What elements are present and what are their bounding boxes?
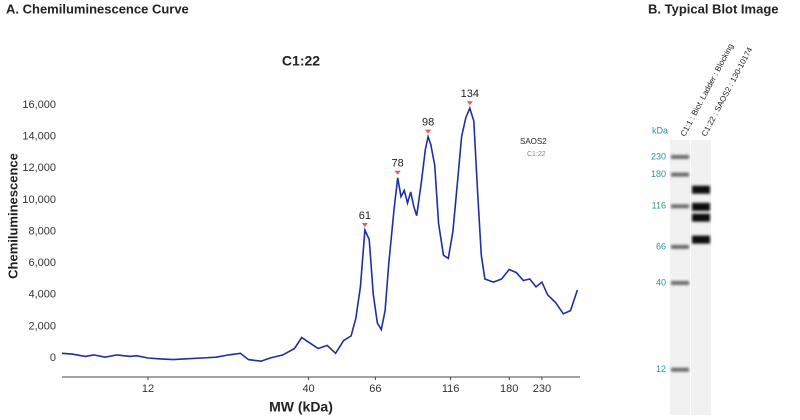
x-axis-label: MW (kDa) (269, 399, 333, 415)
y-tick-label: 6,000 (28, 257, 56, 269)
x-tick-label: 116 (442, 383, 460, 395)
y-tick-label: 4,000 (28, 289, 56, 301)
chart-title: C1:22 (282, 53, 320, 69)
y-tick-label: 12,000 (22, 162, 56, 174)
panel-heading: A. Chemiluminescence Curve (6, 1, 189, 16)
y-tick-label: 116 (652, 201, 666, 211)
y-tick-label: 40 (656, 277, 666, 287)
peak-marker (466, 101, 473, 106)
peak-label: 61 (359, 210, 371, 222)
y-tick-label: 12 (656, 364, 666, 374)
band (671, 367, 689, 372)
legend-note: C1:22 (527, 151, 546, 158)
peak-label: 78 (392, 158, 404, 170)
y-tick-label: 14,000 (22, 131, 56, 143)
y-tick-label: 230 (651, 151, 666, 161)
lane (670, 140, 690, 415)
band (671, 280, 689, 285)
y-tick-label: 180 (651, 169, 666, 179)
peak-marker (361, 222, 368, 227)
x-tick-label: 40 (302, 383, 314, 395)
y-tick-label: 10,000 (22, 194, 56, 206)
x-tick-label: 12 (142, 383, 154, 395)
y-axis-label: Chemiluminescence (5, 153, 20, 279)
peak-label: 134 (461, 88, 479, 100)
band (671, 244, 689, 249)
peak-label: 98 (422, 117, 434, 129)
band (671, 154, 689, 159)
unit-label: kDa (652, 125, 668, 135)
data-line (61, 105, 579, 363)
band (692, 235, 710, 244)
lane (691, 140, 711, 415)
y-tick-label: 66 (656, 241, 666, 251)
peak-marker (394, 170, 401, 175)
panel-heading: B. Typical Blot Image (648, 1, 779, 16)
band (671, 204, 689, 209)
x-tick-label: 230 (533, 383, 551, 395)
x-tick-label: 180 (500, 383, 518, 395)
band (692, 213, 710, 222)
peak-marker (425, 129, 432, 134)
x-tick-label: 66 (369, 383, 381, 395)
y-tick-label: 16,000 (22, 99, 56, 111)
band (692, 185, 710, 194)
band (671, 172, 689, 177)
y-tick-label: 0 (50, 352, 56, 364)
y-tick-label: 2,000 (28, 320, 56, 332)
band (692, 202, 710, 211)
y-tick-label: 8,000 (28, 225, 56, 237)
legend-entry: SAOS2 (520, 137, 547, 146)
